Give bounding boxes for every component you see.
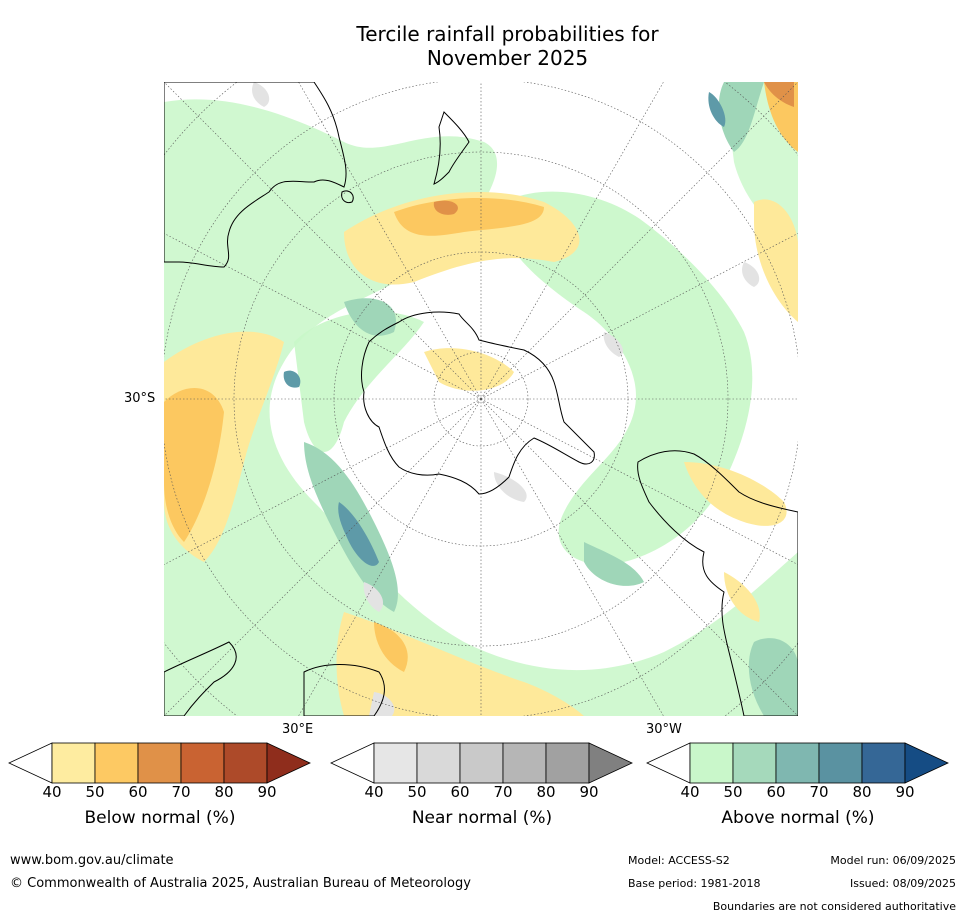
tasmania-outline [341,190,354,203]
footer-issued: Issued: 08/09/2025 [849,877,956,890]
legend-below-swatch-0 [8,742,53,784]
legend-below-swatch-5 [223,742,268,784]
legend-near-title: Near normal (%) [411,808,553,828]
footer-model-run: Model run: 06/09/2025 [830,854,956,867]
legend-above-tick: 90 [895,783,915,801]
legend-above-title: Above normal (%) [721,808,875,828]
legend-above-swatch-5 [861,742,906,784]
legend-below-tick: 40 [42,783,62,801]
above-normal-strong [304,82,798,716]
chart-title: Tercile rainfall probabilities for Novem… [0,22,965,70]
legend-below-tick: 80 [214,783,234,801]
australia-outline [164,82,347,268]
footer-boundaries-note: Boundaries are not considered authoritat… [712,900,956,913]
legend-near-tick: 70 [493,783,513,801]
legend-below-title: Below normal (%) [84,808,236,828]
footer-base-period: Base period: 1981-2018 [628,877,761,890]
polar-map [164,82,798,716]
legend-above-tick: 60 [766,783,786,801]
legend-above-swatch-3 [775,742,820,784]
legend-below-tick: 50 [85,783,105,801]
legend-below-swatch-1 [51,742,96,784]
coastlines [164,82,798,716]
legend-above-tick: 50 [723,783,743,801]
above-normal-darkest [283,92,726,566]
legend-near-swatch-0 [330,742,375,784]
legend-below-normal [8,742,312,784]
legend-near-tick: 60 [450,783,470,801]
legend-above-tick: 70 [809,783,829,801]
legend-below-swatch-3 [137,742,182,784]
legend-above-swatch-0 [646,742,691,784]
madagascar-outline [303,664,385,716]
lon-label-30e: 30°E [282,722,314,737]
legend-near-swatch-3 [459,742,504,784]
legend-above-tick: 80 [852,783,872,801]
near-normal-shading [252,82,760,716]
footer-copyright: © Commonwealth of Australia 2025, Austra… [10,876,471,891]
footer-website-link[interactable]: www.bom.gov.au/climate [10,853,174,868]
legend-near-tick: 80 [536,783,556,801]
legend-below-swatch-4 [180,742,225,784]
legend-above-swatch-4 [818,742,863,784]
legend-above-swatch-6 [904,742,949,784]
legend-near-swatch-6 [588,742,633,784]
legend-near-normal [330,742,634,784]
legend-near-swatch-5 [545,742,590,784]
graticule [164,82,798,716]
below-normal-darker [433,82,794,215]
south-america-outline [637,450,798,716]
legend-above-tick: 40 [680,783,700,801]
lat-label-30s: 30°S [124,391,156,406]
legend-near-tick: 90 [579,783,599,801]
legend-below-tick: 70 [171,783,191,801]
legend-below-swatch-2 [94,742,139,784]
footer-model: Model: ACCESS-S2 [628,854,730,867]
legend-near-swatch-4 [502,742,547,784]
legend-above-swatch-2 [732,742,777,784]
title-line-1: Tercile rainfall probabilities for [356,22,659,46]
africa-outline [164,641,237,716]
lon-label-30w: 30°W [646,722,682,737]
legend-above-swatch-1 [689,742,734,784]
legend-near-swatch-1 [373,742,418,784]
legend-near-swatch-2 [416,742,461,784]
antarctica-outline [361,311,595,495]
new-zealand-north-outline [433,111,470,185]
legend-below-tick: 90 [257,783,277,801]
legend-below-swatch-6 [266,742,311,784]
legend-above-normal [646,742,950,784]
legend-near-tick: 50 [407,783,427,801]
title-line-2: November 2025 [426,46,589,70]
legend-near-tick: 40 [364,783,384,801]
legend-below-tick: 60 [128,783,148,801]
